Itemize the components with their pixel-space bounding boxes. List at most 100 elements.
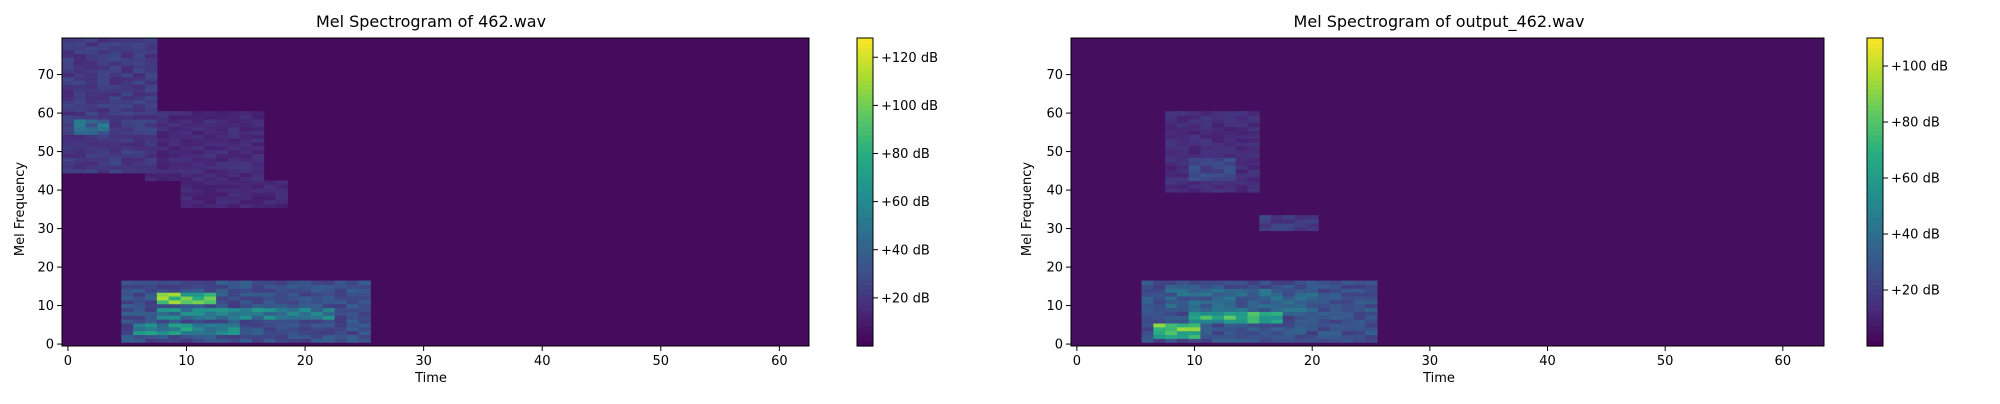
heatmap-cell bbox=[1247, 295, 1260, 301]
colorbar-segment bbox=[857, 274, 873, 280]
heatmap-cell bbox=[97, 49, 111, 54]
colorbar-segment bbox=[1867, 274, 1883, 280]
heatmap-cell bbox=[204, 319, 217, 324]
heatmap-cell bbox=[322, 303, 336, 309]
heatmap-cell bbox=[192, 330, 205, 336]
heatmap-cell bbox=[145, 122, 158, 128]
heatmap-cell bbox=[1200, 288, 1213, 293]
heatmap-cell bbox=[121, 130, 134, 135]
heatmap-cell bbox=[133, 45, 146, 51]
heatmap-cell bbox=[109, 165, 122, 170]
heatmap-cell bbox=[216, 295, 229, 301]
heatmap-cell bbox=[311, 315, 324, 320]
heatmap-cell bbox=[1176, 122, 1190, 128]
heatmap-cell bbox=[263, 322, 277, 328]
heatmap-cell bbox=[1282, 215, 1296, 220]
x-tick-label: 10 bbox=[1186, 354, 1203, 369]
heatmap-cell bbox=[145, 338, 158, 343]
heatmap-cell bbox=[251, 326, 265, 332]
heatmap-cell bbox=[133, 168, 146, 174]
heatmap-cell bbox=[97, 68, 111, 74]
heatmap-cell bbox=[322, 334, 336, 339]
y-tick-label: 40 bbox=[37, 184, 54, 199]
heatmap-cell bbox=[85, 41, 99, 47]
heatmap-cell bbox=[1341, 315, 1354, 320]
heatmap-cell bbox=[299, 288, 312, 293]
heatmap-cell bbox=[1271, 334, 1284, 339]
heatmap-cell bbox=[192, 303, 205, 309]
heatmap-cell bbox=[204, 138, 217, 143]
heatmap-cell bbox=[275, 299, 288, 305]
heatmap-cell bbox=[299, 292, 312, 297]
heatmap-cell bbox=[1200, 141, 1213, 147]
heatmap-cell bbox=[109, 45, 122, 51]
heatmap-cell bbox=[145, 91, 158, 97]
heatmap-cell bbox=[1176, 330, 1190, 336]
heatmap-cell bbox=[156, 303, 170, 309]
heatmap-cell bbox=[1165, 311, 1178, 316]
heatmap-cell bbox=[1365, 326, 1378, 332]
heatmap-cell bbox=[228, 199, 241, 205]
heatmap-cell bbox=[1165, 145, 1178, 151]
heatmap-cell bbox=[1200, 161, 1213, 166]
heatmap-cell bbox=[228, 111, 241, 116]
colorbar-segment bbox=[1867, 104, 1883, 111]
heatmap-cell bbox=[121, 149, 134, 155]
heatmap-cell bbox=[97, 72, 111, 78]
heatmap-cell bbox=[1294, 311, 1307, 316]
heatmap-cell bbox=[334, 299, 348, 305]
heatmap-cell bbox=[239, 192, 253, 197]
heatmap-cell bbox=[180, 161, 194, 166]
heatmap-cell bbox=[1153, 288, 1166, 293]
colorbar-segment bbox=[1867, 79, 1883, 85]
heatmap-cell bbox=[1223, 153, 1237, 158]
heatmap-cell bbox=[216, 149, 229, 155]
heatmap-cell bbox=[1176, 295, 1190, 301]
heatmap-cell bbox=[228, 165, 241, 170]
heatmap-cell bbox=[1212, 141, 1225, 147]
heatmap-cell bbox=[1153, 315, 1166, 320]
heatmap-cell bbox=[97, 88, 111, 93]
heatmap-cell bbox=[168, 149, 182, 155]
heatmap-cell bbox=[180, 203, 194, 208]
heatmap-cell bbox=[62, 99, 75, 105]
heatmap-cell bbox=[1282, 322, 1296, 328]
heatmap-cell bbox=[109, 118, 122, 124]
heatmap-cell bbox=[145, 172, 158, 178]
heatmap-cell bbox=[358, 334, 371, 339]
heatmap-cell bbox=[1259, 222, 1272, 228]
heatmap-cell bbox=[1247, 338, 1260, 343]
heatmap-cell bbox=[216, 292, 229, 297]
heatmap-cell bbox=[1212, 115, 1225, 120]
heatmap-cell bbox=[334, 292, 348, 297]
heatmap-cell bbox=[145, 118, 158, 124]
heatmap-cell bbox=[251, 319, 265, 324]
heatmap-cell bbox=[299, 303, 312, 309]
heatmap-cell bbox=[109, 145, 122, 151]
heatmap-cell bbox=[180, 118, 194, 124]
heatmap-cell bbox=[73, 99, 87, 105]
heatmap-cell bbox=[85, 130, 99, 135]
heatmap-cell bbox=[204, 180, 217, 185]
heatmap-cell bbox=[1353, 326, 1366, 332]
heatmap-cell bbox=[192, 292, 205, 297]
heatmap-cell bbox=[263, 330, 277, 336]
heatmap-cell bbox=[85, 149, 99, 155]
heatmap-cell bbox=[204, 126, 217, 131]
heatmap-cell bbox=[1235, 153, 1249, 158]
plot-frame bbox=[1070, 37, 1825, 347]
heatmap-cell bbox=[1318, 322, 1331, 328]
heatmap-cell bbox=[216, 168, 229, 174]
heatmap-cell bbox=[299, 330, 312, 336]
heatmap-cell bbox=[1259, 288, 1272, 293]
colorbar-segment bbox=[857, 140, 873, 147]
heatmap-cell bbox=[1165, 122, 1178, 128]
heatmap-cell bbox=[1188, 188, 1202, 193]
heatmap-cell bbox=[251, 188, 265, 193]
heatmap-cell bbox=[1306, 292, 1319, 297]
heatmap-cell bbox=[62, 157, 75, 162]
heatmap-cell bbox=[192, 319, 205, 324]
heatmap-cell bbox=[192, 172, 205, 178]
heatmap-cell bbox=[109, 38, 122, 43]
